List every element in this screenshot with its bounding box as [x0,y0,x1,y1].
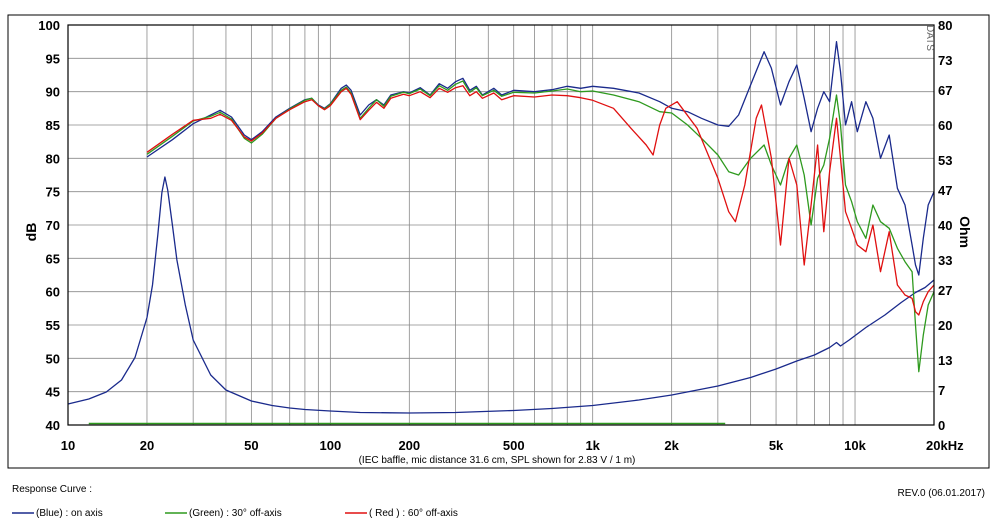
y-right-tick-label: 53 [938,153,952,168]
y-left-tick-label: 40 [46,418,60,433]
legend-label-blue: (Blue) : on axis [36,508,103,519]
y-left-tick-label: 80 [46,151,60,166]
x-tick-label: 20 [140,438,154,453]
series-line-red [146,85,935,316]
legend-item-red: ( Red ) : 60° off-axis [345,508,458,519]
y-left-tick-label: 65 [46,251,60,266]
y-left-tick-label: 50 [46,351,60,366]
y-left-tick-label: 60 [46,285,60,300]
y-left-tick-label: 95 [46,51,60,66]
y-right-tick-label: 27 [938,283,952,298]
x-axis-ticks: 10 20 50 100 200 500 1k 2k 5k 10k 20kHz [61,438,964,453]
series-layer [67,41,935,414]
plot-area-border [67,24,935,426]
legend-label-red: ( Red ) : 60° off-axis [369,508,458,519]
y-left-tick-label: 55 [46,318,60,333]
y-right-tick-label: 20 [938,318,952,333]
y-left-tick-label: 90 [46,85,60,100]
grid [67,24,935,426]
y-left-tick-label: 85 [46,118,60,133]
y-right-tick-label: 7 [938,383,945,398]
x-tick-label: 2k [664,438,679,453]
y-right-tick-label: 33 [938,253,952,268]
y-axis-right-label: Ohm [957,216,973,248]
legend-heading: Response Curve : [12,484,92,495]
x-tick-label: 20kHz [926,438,964,453]
y-axis-left-ticks: 100 95 90 85 80 75 70 65 60 55 50 45 40 [38,18,60,433]
y-left-tick-label: 75 [46,185,60,200]
y-axis-left-label: dB [23,223,39,242]
legend-item-blue: (Blue) : on axis [12,508,103,519]
x-tick-label: 10 [61,438,75,453]
y-right-tick-label: 60 [938,118,952,133]
x-tick-label: 50 [244,438,258,453]
y-right-tick-label: 0 [938,418,945,433]
y-right-tick-label: 47 [938,183,952,198]
x-tick-label: 5k [769,438,784,453]
y-left-tick-label: 100 [38,18,60,33]
y-right-tick-label: 80 [938,18,952,33]
impedance-line [67,176,935,414]
x-tick-label: 200 [398,438,420,453]
outer-frame [7,14,990,469]
x-tick-label: 100 [319,438,341,453]
revision-label: REV.0 (06.01.2017) [898,488,985,499]
y-left-tick-label: 70 [46,218,60,233]
legend-item-green: (Green) : 30° off-axis [165,508,282,519]
x-tick-label: 1k [585,438,600,453]
y-right-tick-label: 73 [938,53,952,68]
legend-label-green: (Green) : 30° off-axis [189,508,282,519]
y-axis-right-ticks: 80 73 67 60 53 47 40 33 27 20 13 7 0 [938,18,952,433]
dats-side-label: DATS [924,25,935,51]
y-right-tick-label: 40 [938,218,952,233]
y-right-tick-label: 13 [938,353,952,368]
x-tick-label: 500 [503,438,525,453]
x-tick-label: 10k [844,438,866,453]
y-right-tick-label: 67 [938,83,952,98]
y-left-tick-label: 45 [46,385,60,400]
measurement-note: (IEC baffle, mic distance 31.6 cm, SPL s… [359,455,636,466]
